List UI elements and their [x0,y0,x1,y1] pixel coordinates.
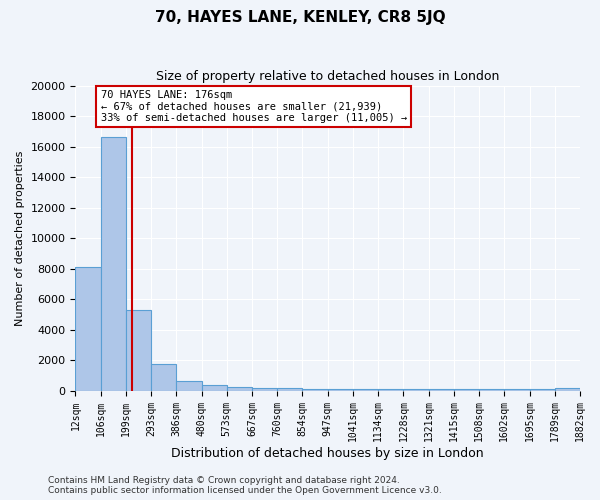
Text: 70, HAYES LANE, KENLEY, CR8 5JQ: 70, HAYES LANE, KENLEY, CR8 5JQ [155,10,445,25]
Bar [302,388,328,390]
Bar [76,267,101,390]
Text: Contains HM Land Registry data © Crown copyright and database right 2024.
Contai: Contains HM Land Registry data © Crown c… [48,476,442,495]
Bar [252,388,277,390]
Bar [101,138,126,390]
Bar [428,389,454,390]
Title: Size of property relative to detached houses in London: Size of property relative to detached ho… [156,70,499,83]
X-axis label: Distribution of detached houses by size in London: Distribution of detached houses by size … [172,447,484,460]
Y-axis label: Number of detached properties: Number of detached properties [15,150,25,326]
Bar [454,389,479,390]
Bar [202,386,227,390]
Bar [353,389,378,390]
Bar [277,388,302,390]
Bar [479,389,505,390]
Bar [176,380,202,390]
Bar [328,389,353,390]
Bar [227,387,252,390]
Bar [403,389,428,390]
Text: 70 HAYES LANE: 176sqm
← 67% of detached houses are smaller (21,939)
33% of semi-: 70 HAYES LANE: 176sqm ← 67% of detached … [101,90,407,124]
Bar [378,389,403,390]
Bar [126,310,151,390]
Bar [555,388,580,390]
Bar [151,364,176,390]
